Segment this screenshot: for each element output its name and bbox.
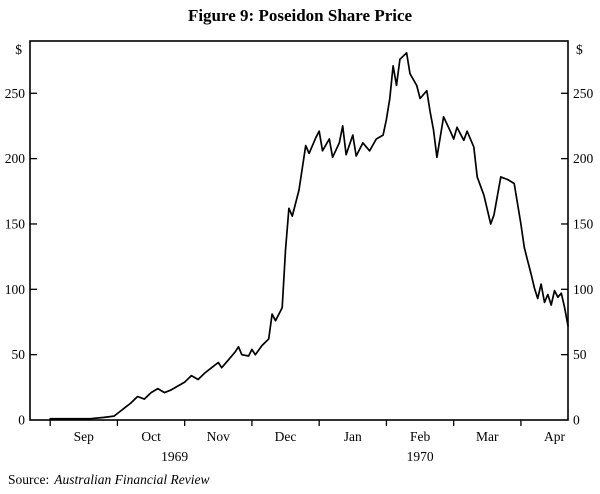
source-line: Source: Australian Financial Review xyxy=(8,472,209,488)
x-month-label: Nov xyxy=(207,429,230,444)
y-tick-label-right: 200 xyxy=(573,151,594,166)
x-year-label: 1970 xyxy=(407,449,434,464)
x-month-label: Oct xyxy=(141,429,161,444)
x-year-label: 1969 xyxy=(161,449,188,464)
y-tick-label-left: 150 xyxy=(5,216,26,231)
y-tick-label-right: 50 xyxy=(573,347,587,362)
plot-frame xyxy=(29,40,569,421)
x-month-label: Sep xyxy=(74,429,95,444)
y-axis-unit-left: $ xyxy=(15,42,22,57)
y-tick-label-right: 250 xyxy=(573,86,594,101)
y-tick-label-left: 100 xyxy=(5,282,26,297)
y-tick-label-right: 100 xyxy=(573,282,594,297)
x-month-label: Feb xyxy=(410,429,431,444)
x-month-label: Jan xyxy=(344,429,362,444)
x-month-label: Apr xyxy=(544,429,565,444)
source-name: Australian Financial Review xyxy=(54,472,210,487)
source-prefix: Source: xyxy=(8,472,50,487)
chart-title: Figure 9: Poseidon Share Price xyxy=(187,6,413,25)
y-tick-label-left: 200 xyxy=(5,151,26,166)
share-price-chart: 0 0 50 50 100 100 150 150 200 200 250 250 $ $ Sep Oct No… xyxy=(5,40,594,464)
y-tick-label-left: 250 xyxy=(5,86,26,101)
y-tick-label-right: 0 xyxy=(573,413,580,428)
x-month-label: Mar xyxy=(476,429,499,444)
price-line xyxy=(49,51,569,420)
y-tick-label-left: 50 xyxy=(12,347,26,362)
y-axis-unit-right: $ xyxy=(576,42,583,57)
y-tick-label-left: 0 xyxy=(18,413,25,428)
x-month-label: Dec xyxy=(275,429,297,444)
y-tick-label-right: 150 xyxy=(573,216,594,231)
